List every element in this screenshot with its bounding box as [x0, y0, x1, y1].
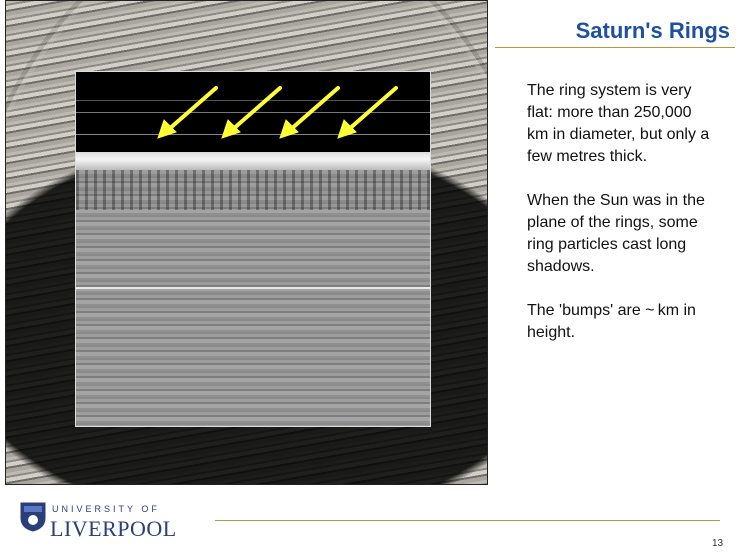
paragraph: The ring system is very flat: more than …: [527, 82, 710, 165]
arrow: [230, 86, 282, 132]
logo-crest: [20, 502, 46, 532]
paragraph: When the Sun was in the plane of the rin…: [527, 192, 705, 275]
arrow: [166, 86, 218, 132]
body-text: The ring system is very flat: more than …: [527, 80, 712, 366]
ring-background: [5, 0, 488, 485]
ring-edge: [76, 152, 430, 170]
page-number: 13: [712, 538, 724, 549]
footer-rule: [215, 520, 720, 521]
arrow: [288, 86, 340, 132]
arrow-head: [279, 119, 299, 139]
slide-title: Saturn's Rings: [575, 18, 730, 43]
shadows: [76, 170, 430, 210]
logo-text: LIVERPOOL: [50, 516, 177, 541]
ring-image: [75, 71, 431, 427]
logo-text: UNIVERSITY OF: [52, 504, 160, 514]
paragraph: The 'bumps' are ~ km in height.: [527, 302, 696, 341]
arrows: [157, 86, 398, 139]
title-rule: [495, 47, 735, 48]
ring-gap: [76, 287, 430, 289]
arrow-head: [337, 119, 357, 139]
arrow-head: [157, 119, 177, 139]
arrow-head: [221, 119, 241, 139]
arrow: [346, 86, 398, 132]
